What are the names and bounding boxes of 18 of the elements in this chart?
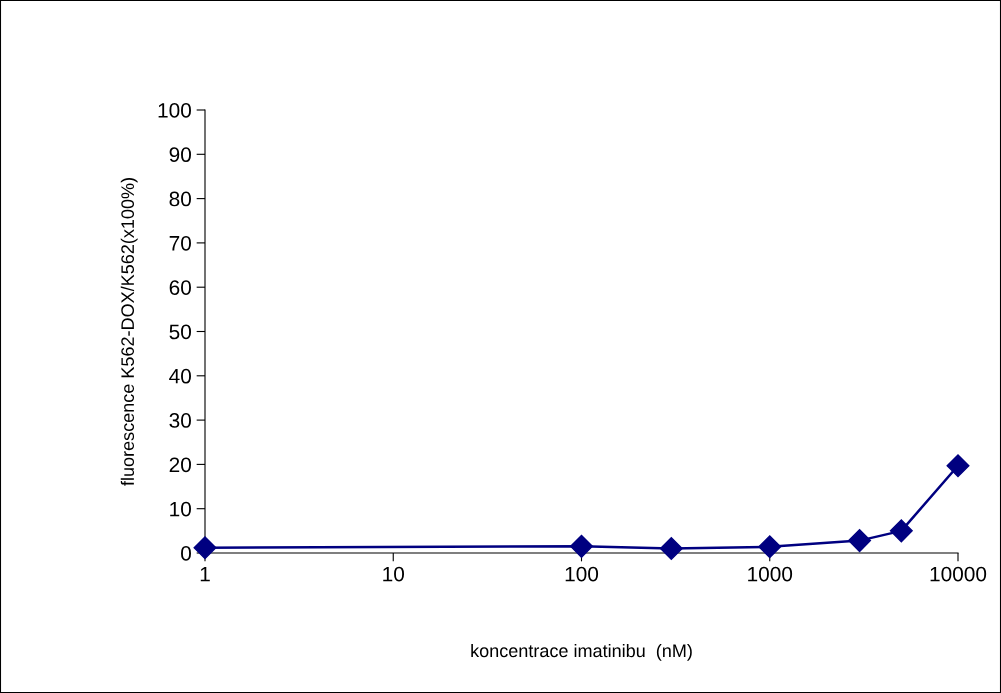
- y-tick-label: 100: [158, 103, 191, 118]
- x-tick-label: 1000: [748, 566, 793, 582]
- y-tick-label: 0: [181, 546, 191, 561]
- y-axis-title: fluorescence K562-DOX/K562(x100%): [120, 178, 138, 486]
- x-tick-label: 10: [383, 566, 405, 582]
- y-tick-label: 20: [169, 457, 191, 473]
- x-tick-label: 100: [565, 566, 599, 582]
- y-tick-label: 80: [169, 191, 191, 207]
- y-tick-label: 60: [169, 280, 191, 295]
- y-tick-label: 40: [169, 368, 191, 384]
- x-tick-label: 1: [200, 566, 210, 582]
- y-tick-label: 70: [169, 235, 191, 251]
- y-tick-label: 30: [169, 413, 191, 428]
- y-tick-label: 90: [169, 147, 191, 163]
- x-axis-title: koncentrace imatinibu (nM): [471, 643, 692, 661]
- y-tick-label: 50: [169, 324, 191, 340]
- y-tick-label: 10: [170, 501, 191, 517]
- x-tick-label: 10000: [930, 566, 987, 582]
